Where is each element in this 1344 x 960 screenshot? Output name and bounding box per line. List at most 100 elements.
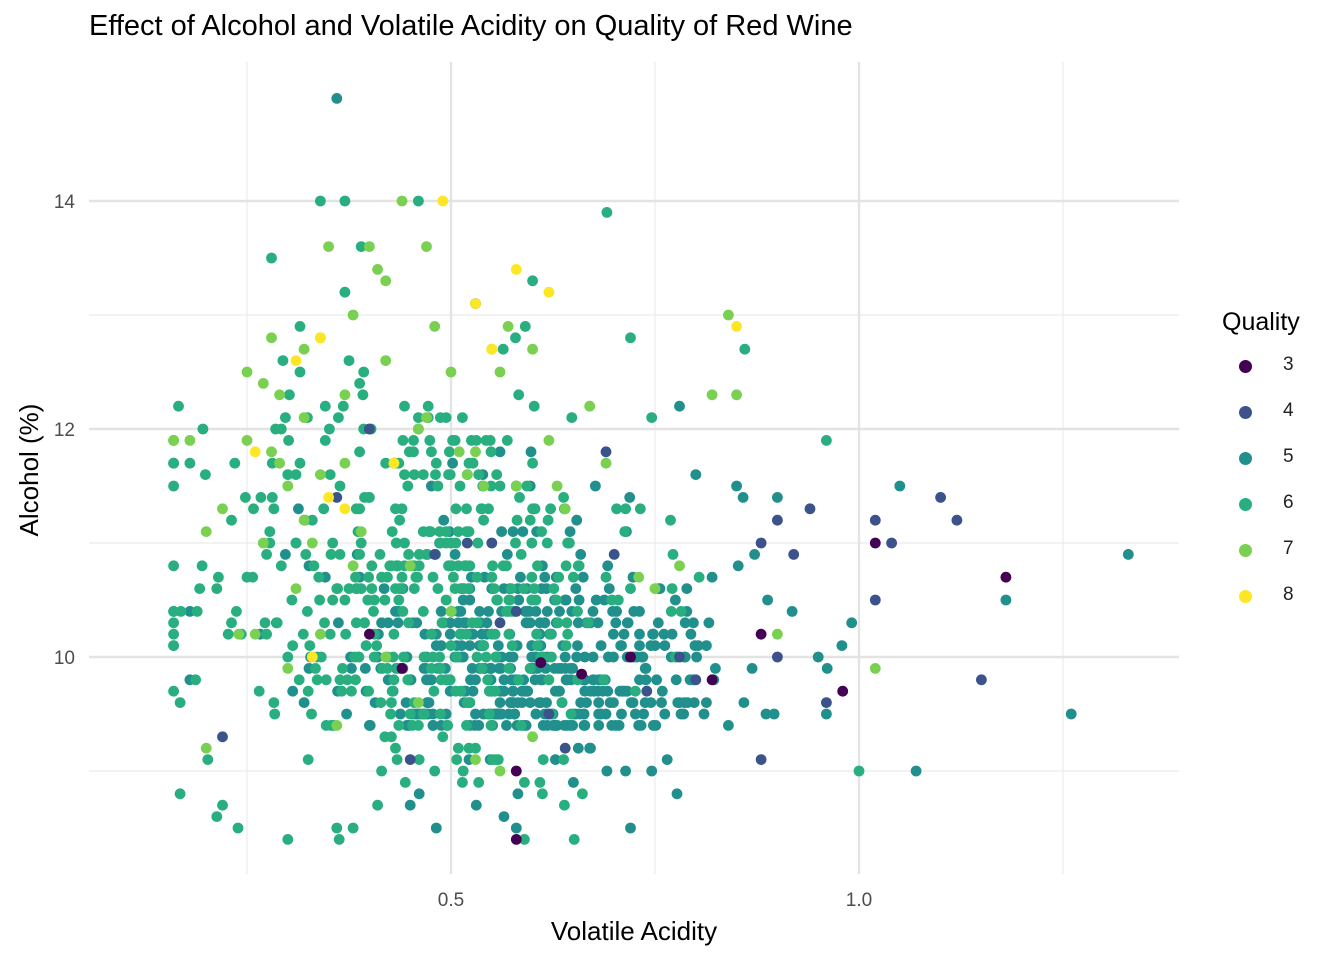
data-point-quality-7 [249,628,261,640]
minor-gridlines [89,62,1179,874]
data-point-quality-6 [232,822,244,834]
data-point-quality-6 [286,594,298,606]
data-point-quality-5 [507,526,519,537]
data-point-quality-6 [665,514,676,526]
data-point-quality-6 [283,435,294,446]
data-point-quality-8 [339,503,351,515]
data-point-quality-5 [731,480,742,492]
data-point-quality-6 [519,777,530,788]
data-point-quality-6 [408,446,419,458]
data-point-quality-6 [413,549,425,560]
data-point-quality-5 [621,617,633,629]
data-point-quality-6 [667,549,679,560]
data-point-quality-5 [435,606,447,617]
data-point-quality-6 [428,685,440,697]
data-point-quality-5 [561,674,573,686]
data-point-quality-5 [346,663,357,674]
data-point-quality-6 [290,469,302,480]
data-point-quality-6 [464,560,476,572]
data-point-quality-3 [625,651,636,663]
data-point-quality-4 [364,423,375,435]
data-point-quality-6 [368,594,380,606]
data-point-quality-5 [701,697,712,708]
data-point-quality-5 [698,708,710,720]
data-point-quality-4 [869,514,881,526]
data-point-quality-7 [274,457,285,469]
data-point-quality-6 [402,480,414,492]
data-point-quality-6 [342,674,353,686]
data-point-quality-6 [503,594,515,606]
data-point-quality-5 [513,594,525,606]
data-point-quality-5 [492,708,503,720]
data-point-quality-6 [334,549,346,560]
data-point-quality-6 [343,355,355,366]
data-point-quality-6 [366,583,378,594]
data-point-quality-6 [398,651,410,663]
data-point-quality-7 [217,503,228,515]
data-point-quality-5 [703,617,715,629]
data-point-quality-6 [515,549,527,560]
data-point-quality-5 [331,93,343,104]
data-point-quality-6 [435,708,446,720]
data-point-quality-5 [584,742,596,754]
data-point-quality-6 [612,594,624,606]
data-point-quality-6 [194,583,206,594]
data-point-quality-6 [444,469,456,480]
data-point-quality-6 [382,571,393,583]
data-point-quality-5 [671,788,683,800]
legend-title: Quality [1222,308,1300,336]
data-point-quality-7 [421,241,432,253]
data-point-quality-6 [488,583,500,594]
data-point-quality-7 [413,697,424,708]
data-point-quality-6 [537,754,549,765]
data-point-quality-7 [551,480,563,492]
data-point-quality-4 [331,492,343,503]
data-point-quality-6 [388,628,400,640]
data-point-quality-6 [545,503,556,515]
data-point-quality-6 [394,514,405,526]
data-point-quality-7 [559,503,571,515]
data-point-quality-6 [270,423,281,435]
data-point-quality-6 [630,685,641,697]
data-point-quality-6 [417,469,429,480]
scatter-points [168,93,1134,845]
data-point-quality-7 [527,343,538,355]
data-point-quality-6 [524,514,536,526]
data-point-quality-6 [429,765,441,777]
data-point-quality-6 [487,754,498,765]
data-point-quality-5 [395,708,406,720]
data-point-quality-5 [786,606,798,617]
data-point-quality-6 [436,617,448,629]
data-point-quality-7 [274,389,285,401]
data-point-quality-6 [510,332,521,344]
data-point-quality-6 [371,640,383,651]
data-point-quality-6 [450,503,462,515]
data-point-quality-7 [453,446,465,458]
data-point-quality-5 [470,799,482,811]
data-point-quality-6 [526,594,538,606]
data-point-quality-6 [485,480,497,492]
data-point-quality-6 [514,492,525,503]
data-point-quality-5 [593,708,605,720]
legend-swatch [1239,544,1252,557]
data-point-quality-6 [313,571,325,583]
data-point-quality-6 [666,583,678,594]
data-point-quality-5 [539,617,551,629]
data-point-quality-7 [396,195,408,207]
data-point-quality-4 [486,537,498,549]
data-point-quality-6 [268,697,280,708]
data-point-quality-6 [853,765,865,777]
data-point-quality-6 [461,697,473,708]
data-point-quality-6 [403,549,414,560]
data-point-quality-6 [353,651,365,663]
data-point-quality-6 [174,697,186,708]
data-point-quality-5 [550,754,561,765]
data-point-quality-7 [290,583,302,594]
data-point-quality-5 [688,617,699,629]
data-point-quality-6 [266,252,277,264]
data-point-quality-5 [554,685,565,697]
data-point-quality-6 [168,560,180,572]
data-point-quality-5 [564,663,576,674]
data-point-quality-6 [566,412,578,423]
data-point-quality-6 [375,697,387,708]
